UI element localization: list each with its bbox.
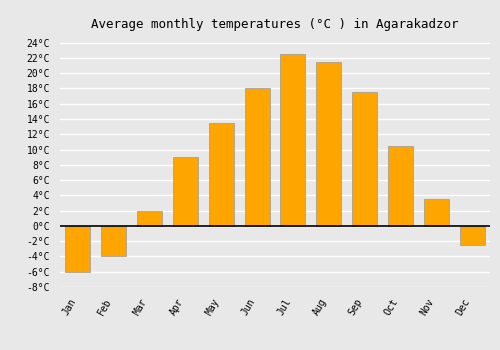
Bar xyxy=(244,89,270,226)
Title: Average monthly temperatures (°C ) in Agarakadzor: Average monthly temperatures (°C ) in Ag… xyxy=(91,18,459,31)
Bar xyxy=(316,62,342,226)
Bar xyxy=(424,199,449,226)
Bar xyxy=(137,211,162,226)
Bar xyxy=(352,92,377,226)
Bar xyxy=(460,226,484,245)
Bar xyxy=(101,226,126,257)
Bar xyxy=(173,157,198,226)
Bar xyxy=(388,146,413,226)
Bar xyxy=(280,54,305,226)
Bar xyxy=(66,226,90,272)
Bar xyxy=(208,123,234,226)
